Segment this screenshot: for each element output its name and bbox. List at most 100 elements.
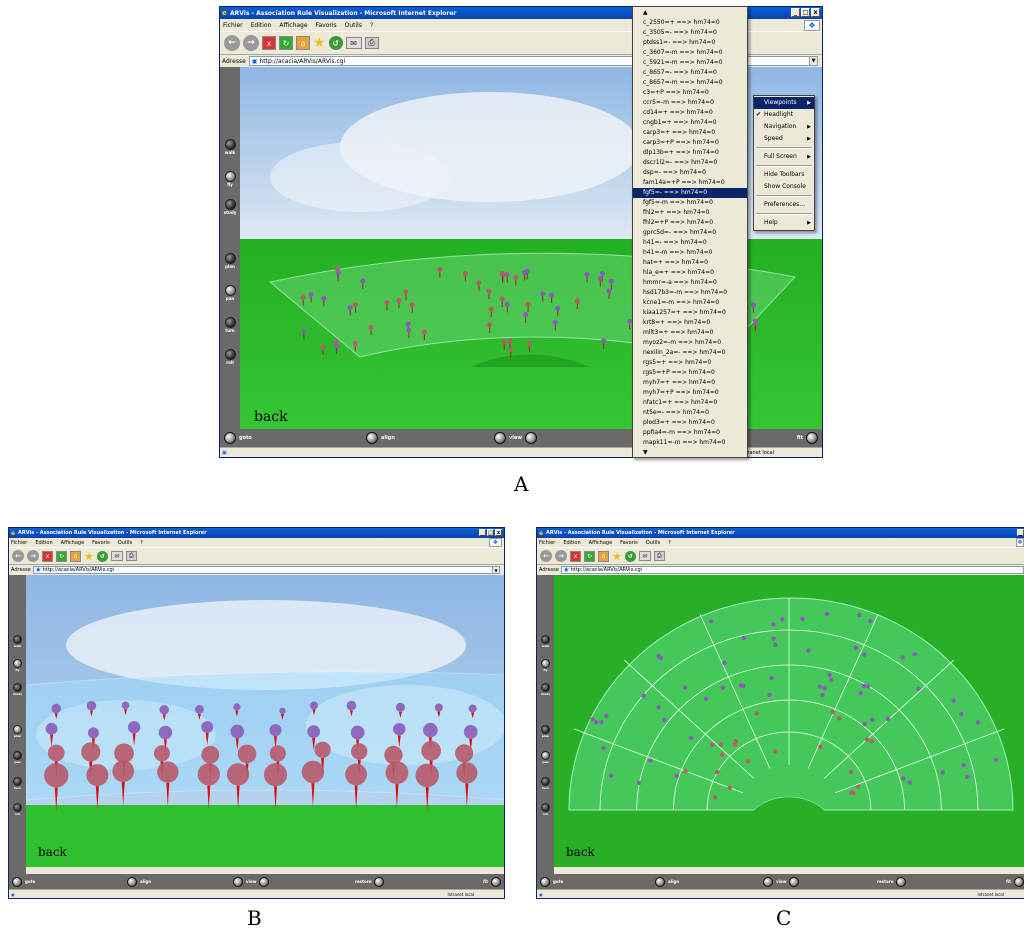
- study-button[interactable]: study: [220, 199, 240, 215]
- align-button[interactable]: align: [127, 876, 151, 887]
- rule-item[interactable]: cd14=+ ==> hm74=0: [643, 109, 713, 116]
- favorites-star-icon[interactable]: ★: [84, 549, 94, 563]
- menu-outils[interactable]: Outils: [645, 539, 661, 546]
- rule-item[interactable]: c_3607=-m ==> hm74=0: [643, 49, 723, 56]
- home-icon[interactable]: ⌂: [70, 550, 81, 562]
- fit-button[interactable]: fit: [483, 876, 501, 887]
- fly-button[interactable]: fly: [220, 171, 240, 187]
- history-icon[interactable]: ↺: [96, 550, 108, 562]
- rule-item[interactable]: ccr5=-m ==> hm74=0: [643, 99, 714, 106]
- rule-item[interactable]: h41=- ==> hm74=0: [643, 239, 707, 246]
- stop-icon[interactable]: x: [570, 550, 581, 562]
- align-button[interactable]: align: [655, 876, 679, 887]
- rule-item[interactable]: carp3=+ ==> hm74=0: [643, 129, 716, 136]
- maximize-button[interactable]: □: [487, 529, 494, 536]
- fit-button[interactable]: fit: [797, 432, 818, 444]
- favorites-star-icon[interactable]: ★: [313, 35, 326, 51]
- rule-item[interactable]: nt5e=- ==> hm74=0: [643, 409, 709, 416]
- study-button[interactable]: study: [537, 683, 554, 696]
- forward-arrow-icon[interactable]: →: [243, 35, 259, 51]
- menu-outils[interactable]: Outils: [344, 21, 362, 29]
- minimize-button[interactable]: _: [1017, 529, 1024, 536]
- roll-button[interactable]: roll: [220, 349, 240, 365]
- stop-icon[interactable]: x: [42, 550, 53, 562]
- favorites-star-icon[interactable]: ★: [612, 549, 622, 563]
- menu-help[interactable]: ?: [369, 21, 374, 29]
- rule-item[interactable]: c_8657=-m ==> hm74=0: [643, 79, 723, 86]
- fly-button[interactable]: fly: [537, 659, 554, 672]
- menu-edition[interactable]: Edition: [35, 539, 53, 546]
- view-button[interactable]: view: [763, 876, 800, 887]
- plan-button[interactable]: plan: [537, 725, 554, 738]
- turn-button[interactable]: turn: [220, 317, 240, 333]
- address-dropdown-icon[interactable]: ▼: [809, 57, 817, 65]
- rule-item[interactable]: nexilin_2a=- ==> hm74=0: [643, 349, 726, 356]
- forward-arrow-icon[interactable]: →: [27, 550, 39, 562]
- menu-fichier[interactable]: Fichier: [539, 539, 556, 546]
- align-button[interactable]: align: [366, 432, 395, 444]
- plan-button[interactable]: plan: [9, 725, 26, 738]
- rule-item[interactable]: h41=-m ==> hm74=0: [643, 249, 713, 256]
- menu-outils[interactable]: Outils: [117, 539, 133, 546]
- print-icon[interactable]: ⎙: [125, 551, 137, 561]
- back-arrow-icon[interactable]: ←: [224, 35, 240, 51]
- address-dropdown-icon[interactable]: ▼: [492, 567, 499, 573]
- forward-arrow-icon[interactable]: →: [555, 550, 567, 562]
- rule-item[interactable]: rgs5=+P ==> hm74=0: [643, 369, 715, 376]
- rule-item[interactable]: hat=+ ==> hm74=0: [643, 259, 708, 266]
- rule-item[interactable]: kiaa1257=+ ==> hm74=0: [643, 309, 726, 316]
- turn-button[interactable]: turn: [9, 777, 26, 790]
- home-icon[interactable]: ⌂: [296, 36, 310, 50]
- context-menu-item[interactable]: Viewpoints: [754, 97, 814, 109]
- context-menu-item[interactable]: Hide Toolbars: [754, 169, 814, 181]
- context-menu-item[interactable]: Navigation: [754, 121, 814, 133]
- menu-edition[interactable]: Edition: [563, 539, 581, 546]
- rule-item[interactable]: fhl2=+ ==> hm74=0: [643, 209, 710, 216]
- rule-item[interactable]: c_5921=-m ==> hm74=0: [643, 59, 723, 66]
- rule-item[interactable]: hsd17b3=-m ==> hm74=0: [643, 289, 728, 296]
- walk-button[interactable]: walk: [537, 635, 554, 648]
- context-menu-item[interactable]: Full Screen: [754, 151, 814, 163]
- scroll-down-icon[interactable]: ▼: [643, 449, 648, 456]
- pan-button[interactable]: pan: [220, 285, 240, 301]
- rule-item[interactable]: myh7=+ ==> hm74=0: [643, 379, 716, 386]
- refresh-icon[interactable]: ↻: [584, 550, 595, 562]
- close-button[interactable]: x: [811, 8, 820, 17]
- fly-button[interactable]: fly: [9, 659, 26, 672]
- rule-item[interactable]: ppfia4=-m ==> hm74=0: [643, 429, 720, 436]
- pan-button[interactable]: pan: [537, 751, 554, 764]
- mail-icon[interactable]: ✉: [345, 37, 362, 49]
- goto-button[interactable]: goto: [224, 432, 252, 444]
- menu-favoris[interactable]: Favoris: [315, 21, 337, 29]
- menu-help[interactable]: ?: [668, 539, 671, 546]
- maximize-button[interactable]: □: [801, 8, 810, 17]
- menu-affichage[interactable]: Affichage: [588, 539, 613, 546]
- view-button[interactable]: view: [233, 876, 270, 887]
- rule-item[interactable]: ptdss1=- ==> hm74=0: [643, 39, 716, 46]
- rule-item[interactable]: fam14a=+P ==> hm74=0: [643, 179, 725, 186]
- address-input[interactable]: ▣ http://acacia/ARVis/ARVis.cgi: [560, 566, 1024, 574]
- rule-item[interactable]: fgf5=-m ==> hm74=0: [643, 199, 713, 206]
- scene-3d[interactable]: back: [26, 575, 504, 874]
- rule-item[interactable]: myoz2=-m ==> hm74=0: [643, 339, 722, 346]
- rule-item[interactable]: rgs5=+ ==> hm74=0: [643, 359, 712, 366]
- context-menu-item[interactable]: Show Console: [754, 181, 814, 193]
- menu-edition[interactable]: Edition: [250, 21, 272, 29]
- address-input[interactable]: ▣ http://acacia/ARVis/ARVis.cgi ▼: [248, 56, 818, 66]
- menu-affichage[interactable]: Affichage: [60, 539, 85, 546]
- rule-item[interactable]: fgf5=- ==> hm74=0: [633, 188, 747, 198]
- rule-item[interactable]: dscr1l2=- ==> hm74=0: [643, 159, 718, 166]
- history-icon[interactable]: ↺: [624, 550, 636, 562]
- rule-item[interactable]: myh7=+P ==> hm74=0: [643, 389, 719, 396]
- rule-item[interactable]: c3=+P ==> hm74=0: [643, 89, 709, 96]
- rule-item[interactable]: hmmr=-a ==> hm74=0: [643, 279, 717, 286]
- minimize-button[interactable]: _: [479, 529, 486, 536]
- rule-item[interactable]: c_3505=- ==> hm74=0: [643, 29, 717, 36]
- back-arrow-icon[interactable]: ←: [540, 550, 552, 562]
- scroll-up-icon[interactable]: ▲: [643, 9, 648, 16]
- rule-item[interactable]: kcne1=-m ==> hm74=0: [643, 299, 720, 306]
- menu-help[interactable]: ?: [140, 539, 143, 546]
- refresh-icon[interactable]: ↻: [279, 36, 293, 50]
- menu-affichage[interactable]: Affichage: [279, 21, 308, 29]
- rule-item[interactable]: krt8=+ ==> hm74=0: [643, 319, 711, 326]
